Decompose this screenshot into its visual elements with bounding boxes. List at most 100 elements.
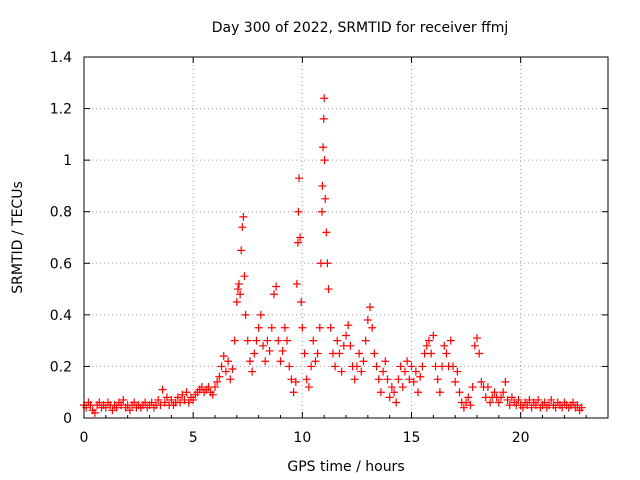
data-point xyxy=(372,362,381,371)
data-point xyxy=(162,393,171,402)
y-tick-label: 0.2 xyxy=(50,359,72,375)
data-point xyxy=(435,388,444,397)
data-point xyxy=(409,377,418,386)
data-point xyxy=(256,310,265,319)
data-point xyxy=(158,385,167,394)
data-point xyxy=(392,398,401,407)
data-point xyxy=(130,398,139,407)
data-point xyxy=(459,403,468,412)
y-axis-label: SRMTID / TECUs xyxy=(10,181,26,294)
data-point xyxy=(241,310,250,319)
data-point xyxy=(525,395,534,404)
y-tick-label: 0.4 xyxy=(50,308,72,324)
data-point xyxy=(374,375,383,384)
data-point xyxy=(318,181,327,190)
data-point xyxy=(280,323,289,332)
data-point xyxy=(154,395,163,404)
data-point xyxy=(385,393,394,402)
data-point xyxy=(527,403,536,412)
data-point xyxy=(422,341,431,350)
data-point xyxy=(342,331,350,340)
data-point xyxy=(180,395,189,404)
data-point xyxy=(418,362,427,371)
data-point xyxy=(293,238,302,247)
plot-frame xyxy=(83,56,609,419)
data-point xyxy=(394,375,403,384)
data-point xyxy=(446,336,455,345)
data-point xyxy=(176,398,185,407)
data-point xyxy=(243,336,252,345)
data-point xyxy=(477,377,486,386)
data-point xyxy=(95,398,104,407)
data-point xyxy=(424,336,433,345)
data-point xyxy=(178,390,187,399)
data-point xyxy=(381,357,390,366)
data-point xyxy=(466,401,475,410)
y-tick-label: 1.2 xyxy=(50,102,72,118)
data-point xyxy=(346,341,355,350)
data-point xyxy=(370,349,379,358)
data-point xyxy=(414,388,423,397)
data-point xyxy=(295,174,304,183)
data-point xyxy=(238,223,247,232)
data-point xyxy=(309,336,318,345)
data-point xyxy=(390,388,399,397)
y-tick-label: 0.8 xyxy=(50,205,72,221)
data-point xyxy=(236,290,245,299)
data-point xyxy=(167,395,176,404)
data-point xyxy=(108,406,117,415)
data-point xyxy=(300,349,309,358)
data-point xyxy=(534,395,543,404)
data-point xyxy=(252,336,261,345)
data-point xyxy=(331,362,340,371)
data-point xyxy=(291,377,300,386)
data-point xyxy=(462,398,471,407)
data-point xyxy=(499,388,508,397)
data-point xyxy=(311,357,320,366)
data-point xyxy=(357,367,366,376)
data-point xyxy=(215,372,224,381)
data-point xyxy=(350,375,359,384)
data-point xyxy=(433,375,442,384)
data-point xyxy=(265,346,274,355)
data-point xyxy=(298,323,307,332)
data-point xyxy=(235,279,244,288)
x-tick-label: 0 xyxy=(80,430,89,446)
data-point xyxy=(254,323,263,332)
data-point xyxy=(250,349,259,358)
data-point xyxy=(475,349,484,358)
data-point xyxy=(294,207,303,216)
data-point xyxy=(486,398,495,407)
data-point xyxy=(405,375,414,384)
data-point xyxy=(315,323,324,332)
data-point xyxy=(248,367,257,376)
data-point xyxy=(483,383,492,392)
data-point xyxy=(427,349,436,358)
data-point xyxy=(269,290,278,299)
data-point xyxy=(507,393,516,402)
data-point xyxy=(494,398,503,407)
data-point xyxy=(518,403,527,412)
data-point xyxy=(387,383,396,392)
data-point xyxy=(322,228,331,237)
data-point xyxy=(470,341,479,350)
data-point xyxy=(283,336,292,345)
data-point xyxy=(366,303,375,312)
data-point xyxy=(156,401,165,410)
data-point xyxy=(411,367,420,376)
data-point xyxy=(259,341,268,350)
data-point xyxy=(267,323,276,332)
data-point xyxy=(232,297,241,306)
data-point xyxy=(224,357,233,366)
data-point xyxy=(400,367,409,376)
x-axis-label: GPS time / hours xyxy=(287,459,404,475)
data-point xyxy=(302,375,311,384)
data-point xyxy=(276,357,285,366)
data-point xyxy=(355,349,364,358)
data-point xyxy=(296,233,305,242)
data-point xyxy=(173,393,182,402)
data-point xyxy=(352,362,361,371)
data-point xyxy=(523,401,532,410)
data-point xyxy=(272,282,281,291)
data-point xyxy=(464,393,473,402)
